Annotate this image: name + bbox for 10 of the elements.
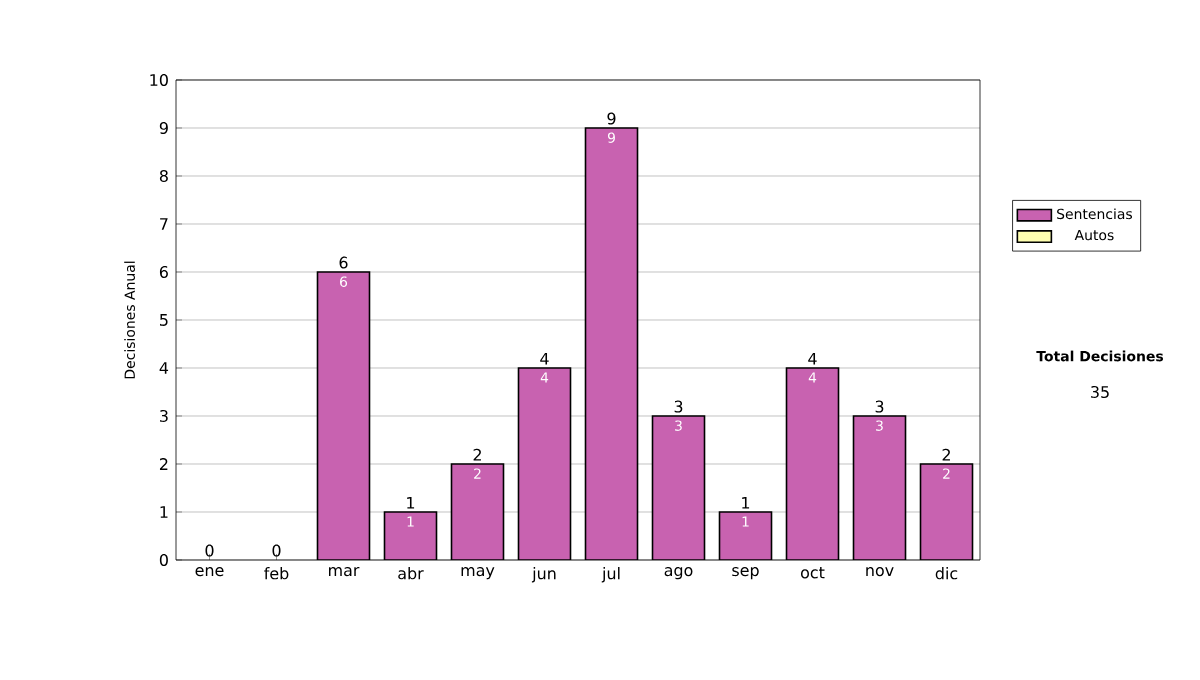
bar bbox=[652, 416, 705, 560]
bar bbox=[451, 464, 504, 560]
bar bbox=[853, 416, 906, 560]
bar bbox=[919, 463, 974, 560]
bar bbox=[384, 512, 437, 560]
bar bbox=[317, 271, 370, 560]
bar bbox=[585, 127, 638, 560]
bar bbox=[518, 367, 571, 560]
bar bbox=[786, 367, 839, 560]
bar bbox=[719, 512, 772, 560]
